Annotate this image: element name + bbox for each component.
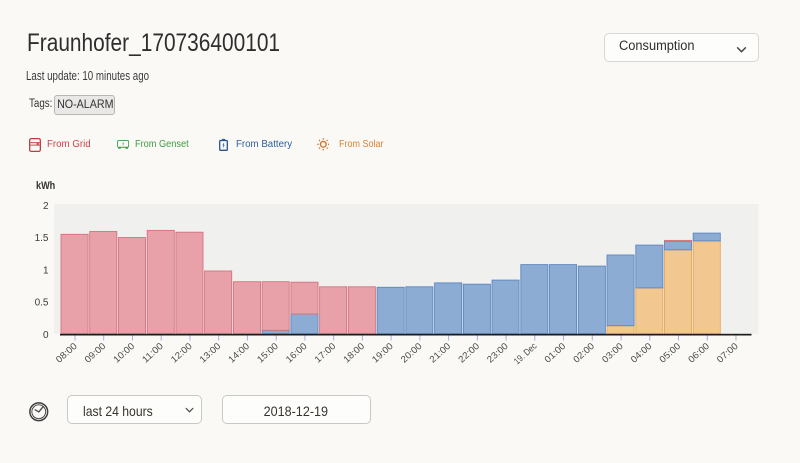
svg-text:09:00: 09:00 bbox=[83, 341, 108, 365]
svg-text:14:00: 14:00 bbox=[226, 341, 251, 365]
svg-text:10:00: 10:00 bbox=[111, 341, 136, 365]
svg-text:13:00: 13:00 bbox=[198, 341, 223, 365]
svg-text:02:00: 02:00 bbox=[571, 341, 596, 365]
svg-text:08:00: 08:00 bbox=[54, 341, 79, 365]
svg-text:2: 2 bbox=[43, 201, 49, 212]
svg-text:22:00: 22:00 bbox=[456, 341, 481, 365]
svg-text:15:00: 15:00 bbox=[255, 341, 280, 365]
svg-text:12:00: 12:00 bbox=[169, 341, 194, 365]
svg-text:17:00: 17:00 bbox=[313, 341, 338, 365]
svg-text:21:00: 21:00 bbox=[428, 341, 453, 365]
svg-text:16:00: 16:00 bbox=[284, 341, 309, 365]
svg-text:kWh: kWh bbox=[36, 180, 55, 192]
svg-text:04:00: 04:00 bbox=[629, 341, 654, 365]
svg-text:1: 1 bbox=[43, 265, 49, 276]
svg-text:18:00: 18:00 bbox=[341, 341, 366, 365]
svg-text:1.5: 1.5 bbox=[35, 233, 49, 244]
svg-text:06:00: 06:00 bbox=[686, 341, 711, 365]
svg-text:03:00: 03:00 bbox=[600, 341, 625, 365]
svg-text:05:00: 05:00 bbox=[657, 341, 682, 365]
svg-text:19. Dec: 19. Dec bbox=[512, 341, 539, 367]
svg-text:0.5: 0.5 bbox=[35, 298, 49, 309]
svg-text:0: 0 bbox=[43, 330, 49, 341]
svg-text:19:00: 19:00 bbox=[370, 341, 395, 365]
svg-text:07:00: 07:00 bbox=[715, 341, 740, 365]
svg-text:20:00: 20:00 bbox=[399, 341, 424, 365]
svg-text:23:00: 23:00 bbox=[485, 341, 510, 365]
svg-text:11:00: 11:00 bbox=[140, 341, 165, 365]
svg-text:01:00: 01:00 bbox=[543, 341, 568, 365]
